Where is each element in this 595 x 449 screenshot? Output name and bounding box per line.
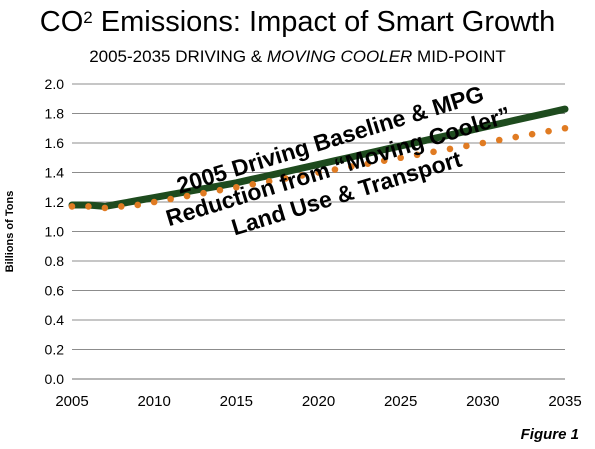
baseline-series-line xyxy=(68,105,569,210)
y-tick-label: 0.2 xyxy=(45,342,65,358)
x-tick-label: 2025 xyxy=(384,393,417,410)
reduction-series-point xyxy=(249,181,257,188)
reduction-series-point xyxy=(413,151,421,159)
reduction-series-point xyxy=(479,139,487,147)
reduction-series-point xyxy=(512,133,519,141)
series xyxy=(68,105,569,212)
chart-title: CO2 Emissions: Impact of Smart Growth xyxy=(39,6,556,38)
axes: 0.0 0.2 0.4 0.6 0.8 1.0 1.2 1.4 1.6 1.8 2.0 2005 201… xyxy=(4,76,582,410)
y-tick-label: 1.2 xyxy=(45,194,65,210)
reduction-series-point xyxy=(200,189,207,197)
reduction-series-point xyxy=(315,169,322,176)
reduction-series-point xyxy=(331,166,339,173)
x-tick-label: 2015 xyxy=(220,393,253,410)
reduction-series-point xyxy=(397,154,404,162)
reduction-series-point xyxy=(430,148,437,156)
reduction-series-point xyxy=(495,136,503,144)
y-tick-label: 0.0 xyxy=(45,371,65,387)
reduction-series-point xyxy=(364,160,372,167)
y-tick-label: 0.6 xyxy=(45,283,65,299)
reduction-series-point xyxy=(216,186,224,194)
reduction-series-point xyxy=(167,195,174,203)
reduction-series-point xyxy=(183,192,191,200)
reduction-series-point xyxy=(233,183,240,191)
y-tick-label: 1.0 xyxy=(45,224,65,240)
reduction-series-point xyxy=(561,124,569,132)
figure-label: Figure 1 xyxy=(520,426,579,443)
reduction-series-point xyxy=(150,198,158,206)
reduction-series-point xyxy=(446,145,454,153)
reduction-series-point xyxy=(85,203,92,210)
x-tick-label: 2035 xyxy=(548,393,581,410)
y-tick-label: 2.0 xyxy=(45,76,65,92)
y-tick-label: 1.4 xyxy=(45,165,65,181)
reduction-series-point xyxy=(298,172,306,179)
reduction-series-point xyxy=(265,178,273,185)
x-tick-label: 2010 xyxy=(137,393,170,410)
x-tick-label: 2030 xyxy=(466,393,499,410)
chart-subtitle: 2005-2035 DRIVING & MOVING COOLER MID-PO… xyxy=(89,47,506,66)
reduction-series-point xyxy=(282,175,289,182)
reduction-series-point xyxy=(134,201,142,209)
y-axis-label: Billions of Tons xyxy=(4,191,16,273)
reduction-series-point xyxy=(380,157,388,164)
x-tick-label: 2020 xyxy=(302,393,335,410)
y-tick-label: 1.6 xyxy=(45,135,65,151)
x-tick-label: 2005 xyxy=(55,393,88,410)
y-tick-label: 1.8 xyxy=(45,106,65,122)
reduction-series-point xyxy=(348,163,355,170)
reduction-series-point xyxy=(528,130,536,138)
reduction-series-point xyxy=(101,204,109,212)
reduction-series-point xyxy=(463,142,470,150)
reduction-series-point xyxy=(118,203,125,210)
reduction-series-point xyxy=(545,127,552,135)
reduction-series-point xyxy=(68,203,76,210)
y-tick-label: 0.4 xyxy=(45,312,65,328)
y-tick-label: 0.8 xyxy=(45,253,65,269)
